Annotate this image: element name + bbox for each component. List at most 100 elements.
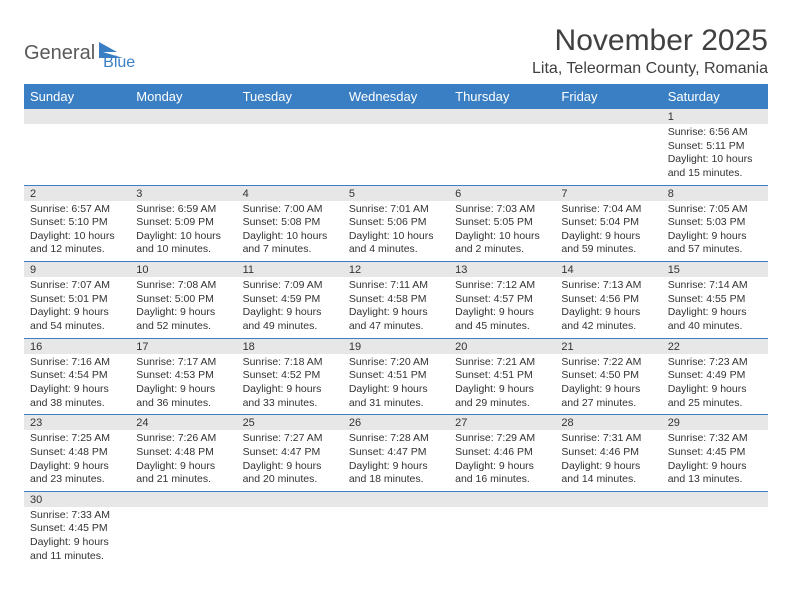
day-cell: 19Sunrise: 7:20 AMSunset: 4:51 PMDayligh… <box>343 338 449 415</box>
day-cell: 21Sunrise: 7:22 AMSunset: 4:50 PMDayligh… <box>555 338 661 415</box>
daylight-text: Daylight: 9 hours and 38 minutes. <box>30 383 124 410</box>
sunrise-text: Sunrise: 7:07 AM <box>30 279 124 293</box>
week-row: 23Sunrise: 7:25 AMSunset: 4:48 PMDayligh… <box>24 415 768 492</box>
day-details: Sunrise: 7:03 AMSunset: 5:05 PMDaylight:… <box>449 201 555 262</box>
sunrise-text: Sunrise: 7:25 AM <box>30 432 124 446</box>
daylight-text: Daylight: 9 hours and 14 minutes. <box>561 460 655 487</box>
day-cell: 22Sunrise: 7:23 AMSunset: 4:49 PMDayligh… <box>662 338 768 415</box>
sunrise-text: Sunrise: 7:16 AM <box>30 356 124 370</box>
sunset-text: Sunset: 4:55 PM <box>668 293 762 307</box>
sunset-text: Sunset: 5:03 PM <box>668 216 762 230</box>
day-number: 13 <box>449 262 555 277</box>
day-cell: 26Sunrise: 7:28 AMSunset: 4:47 PMDayligh… <box>343 415 449 492</box>
day-cell <box>662 491 768 567</box>
day-cell: 25Sunrise: 7:27 AMSunset: 4:47 PMDayligh… <box>237 415 343 492</box>
day-cell: 9Sunrise: 7:07 AMSunset: 5:01 PMDaylight… <box>24 262 130 339</box>
day-number-strip <box>662 492 768 507</box>
day-cell: 15Sunrise: 7:14 AMSunset: 4:55 PMDayligh… <box>662 262 768 339</box>
day-cell: 5Sunrise: 7:01 AMSunset: 5:06 PMDaylight… <box>343 185 449 262</box>
sunrise-text: Sunrise: 7:08 AM <box>136 279 230 293</box>
day-number: 4 <box>237 186 343 201</box>
week-row: 2Sunrise: 6:57 AMSunset: 5:10 PMDaylight… <box>24 185 768 262</box>
sunrise-text: Sunrise: 7:18 AM <box>243 356 337 370</box>
sunrise-text: Sunrise: 7:31 AM <box>561 432 655 446</box>
day-cell <box>343 491 449 567</box>
day-cell: 8Sunrise: 7:05 AMSunset: 5:03 PMDaylight… <box>662 185 768 262</box>
day-number-strip <box>343 109 449 124</box>
day-header: Saturday <box>662 84 768 109</box>
daylight-text: Daylight: 9 hours and 29 minutes. <box>455 383 549 410</box>
week-row: 1Sunrise: 6:56 AMSunset: 5:11 PMDaylight… <box>24 109 768 185</box>
day-cell: 14Sunrise: 7:13 AMSunset: 4:56 PMDayligh… <box>555 262 661 339</box>
daylight-text: Daylight: 9 hours and 45 minutes. <box>455 306 549 333</box>
sunset-text: Sunset: 5:11 PM <box>668 140 762 154</box>
sunrise-text: Sunrise: 7:14 AM <box>668 279 762 293</box>
day-number: 24 <box>130 415 236 430</box>
day-number-strip <box>130 492 236 507</box>
day-details: Sunrise: 7:28 AMSunset: 4:47 PMDaylight:… <box>343 430 449 491</box>
sunset-text: Sunset: 4:46 PM <box>455 446 549 460</box>
day-cell: 1Sunrise: 6:56 AMSunset: 5:11 PMDaylight… <box>662 109 768 185</box>
day-header-row: Sunday Monday Tuesday Wednesday Thursday… <box>24 84 768 109</box>
logo-text-general: General <box>24 42 95 65</box>
daylight-text: Daylight: 9 hours and 13 minutes. <box>668 460 762 487</box>
sunset-text: Sunset: 5:09 PM <box>136 216 230 230</box>
sunset-text: Sunset: 5:06 PM <box>349 216 443 230</box>
daylight-text: Daylight: 9 hours and 16 minutes. <box>455 460 549 487</box>
sunset-text: Sunset: 5:04 PM <box>561 216 655 230</box>
sunset-text: Sunset: 4:52 PM <box>243 369 337 383</box>
day-details: Sunrise: 7:17 AMSunset: 4:53 PMDaylight:… <box>130 354 236 415</box>
sunrise-text: Sunrise: 7:23 AM <box>668 356 762 370</box>
sunset-text: Sunset: 5:10 PM <box>30 216 124 230</box>
day-number: 14 <box>555 262 661 277</box>
daylight-text: Daylight: 9 hours and 40 minutes. <box>668 306 762 333</box>
daylight-text: Daylight: 9 hours and 33 minutes. <box>243 383 337 410</box>
daylight-text: Daylight: 9 hours and 52 minutes. <box>136 306 230 333</box>
day-cell: 4Sunrise: 7:00 AMSunset: 5:08 PMDaylight… <box>237 185 343 262</box>
day-details: Sunrise: 6:59 AMSunset: 5:09 PMDaylight:… <box>130 201 236 262</box>
day-details: Sunrise: 7:08 AMSunset: 5:00 PMDaylight:… <box>130 277 236 338</box>
day-cell <box>24 109 130 185</box>
sunrise-text: Sunrise: 7:04 AM <box>561 203 655 217</box>
sunrise-text: Sunrise: 7:12 AM <box>455 279 549 293</box>
daylight-text: Daylight: 9 hours and 57 minutes. <box>668 230 762 257</box>
day-details: Sunrise: 7:22 AMSunset: 4:50 PMDaylight:… <box>555 354 661 415</box>
day-number-strip <box>130 109 236 124</box>
day-cell: 28Sunrise: 7:31 AMSunset: 4:46 PMDayligh… <box>555 415 661 492</box>
sunset-text: Sunset: 4:46 PM <box>561 446 655 460</box>
sunrise-text: Sunrise: 7:33 AM <box>30 509 124 523</box>
daylight-text: Daylight: 9 hours and 31 minutes. <box>349 383 443 410</box>
page-title: November 2025 <box>532 24 768 58</box>
day-number: 10 <box>130 262 236 277</box>
day-number: 30 <box>24 492 130 507</box>
daylight-text: Daylight: 9 hours and 21 minutes. <box>136 460 230 487</box>
daylight-text: Daylight: 9 hours and 23 minutes. <box>30 460 124 487</box>
day-number: 26 <box>343 415 449 430</box>
day-cell: 11Sunrise: 7:09 AMSunset: 4:59 PMDayligh… <box>237 262 343 339</box>
day-header: Friday <box>555 84 661 109</box>
day-details: Sunrise: 7:14 AMSunset: 4:55 PMDaylight:… <box>662 277 768 338</box>
daylight-text: Daylight: 9 hours and 18 minutes. <box>349 460 443 487</box>
title-block: November 2025 Lita, Teleorman County, Ro… <box>532 24 768 78</box>
day-details: Sunrise: 7:26 AMSunset: 4:48 PMDaylight:… <box>130 430 236 491</box>
day-number-strip <box>237 109 343 124</box>
day-header: Thursday <box>449 84 555 109</box>
day-number: 25 <box>237 415 343 430</box>
day-details: Sunrise: 7:33 AMSunset: 4:45 PMDaylight:… <box>24 507 130 568</box>
sunrise-text: Sunrise: 7:21 AM <box>455 356 549 370</box>
day-number: 15 <box>662 262 768 277</box>
day-details: Sunrise: 7:21 AMSunset: 4:51 PMDaylight:… <box>449 354 555 415</box>
day-cell: 6Sunrise: 7:03 AMSunset: 5:05 PMDaylight… <box>449 185 555 262</box>
day-header: Sunday <box>24 84 130 109</box>
day-cell: 12Sunrise: 7:11 AMSunset: 4:58 PMDayligh… <box>343 262 449 339</box>
day-number: 2 <box>24 186 130 201</box>
logo: General Blue <box>24 34 135 72</box>
day-details: Sunrise: 7:05 AMSunset: 5:03 PMDaylight:… <box>662 201 768 262</box>
sunset-text: Sunset: 4:54 PM <box>30 369 124 383</box>
daylight-text: Daylight: 10 hours and 7 minutes. <box>243 230 337 257</box>
sunrise-text: Sunrise: 7:11 AM <box>349 279 443 293</box>
day-cell: 17Sunrise: 7:17 AMSunset: 4:53 PMDayligh… <box>130 338 236 415</box>
day-number: 21 <box>555 339 661 354</box>
daylight-text: Daylight: 9 hours and 59 minutes. <box>561 230 655 257</box>
day-number: 3 <box>130 186 236 201</box>
